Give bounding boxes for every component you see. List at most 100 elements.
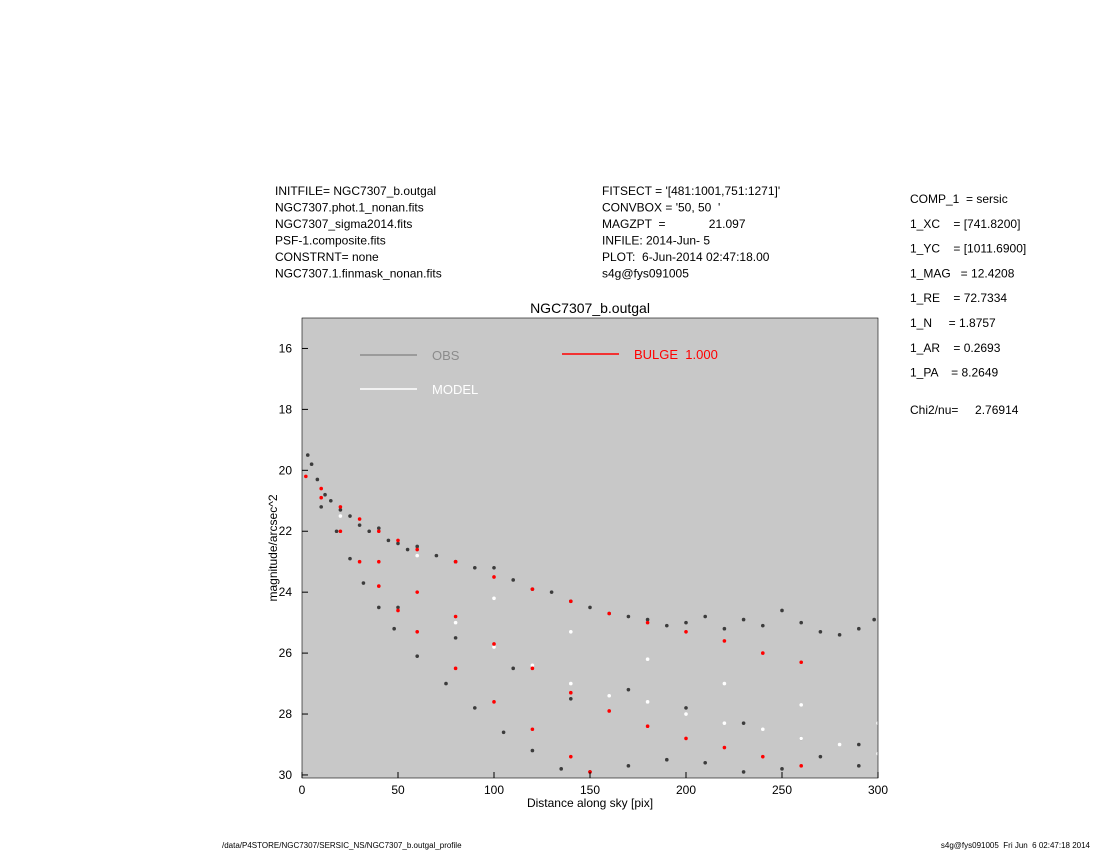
scatter-point <box>473 706 477 710</box>
scatter-point <box>357 517 362 521</box>
scatter-point <box>645 657 650 661</box>
scatter-point <box>607 693 611 698</box>
scatter-point <box>722 721 727 725</box>
scatter-point <box>722 639 727 643</box>
scatter-point <box>492 645 496 649</box>
scatter-point <box>665 757 669 762</box>
scatter-point <box>761 623 765 628</box>
scatter-point <box>559 767 563 771</box>
scatter-point <box>722 745 727 750</box>
scatter-point <box>357 559 362 564</box>
scatter-point <box>722 626 727 631</box>
scatter-point <box>357 523 362 527</box>
scatter-point <box>607 709 611 713</box>
chi2: Chi2/nu= 2.76914 <box>910 403 1019 417</box>
scatter-point <box>569 629 573 634</box>
scatter-point <box>396 541 400 546</box>
scatter-point <box>492 575 496 579</box>
scatter-point <box>396 608 400 613</box>
scatter-point <box>511 666 515 671</box>
scatter-point <box>665 623 669 628</box>
scatter-point <box>741 770 746 774</box>
scatter-point <box>453 559 458 564</box>
scatter-point <box>569 754 573 759</box>
scatter-point <box>857 626 861 631</box>
scatter-point <box>319 486 324 491</box>
scatter-point <box>818 629 823 634</box>
x-tick-label: 0 <box>299 783 306 797</box>
scatter-point <box>415 547 420 552</box>
header-middle-line: INFILE: 2014-Jun- 5 <box>602 234 710 248</box>
scatter-point <box>837 633 842 637</box>
scatter-point <box>645 700 650 704</box>
scatter-point <box>377 584 381 588</box>
y-tick-label: 18 <box>279 402 293 416</box>
scatter-point <box>569 690 573 695</box>
y-axis-label: magnitude/arcsec^2 <box>266 494 280 601</box>
scatter-point <box>741 721 746 725</box>
scatter-point <box>857 742 861 747</box>
scatter-point <box>348 514 352 518</box>
y-tick-label: 24 <box>279 585 293 599</box>
scatter-point <box>444 681 448 686</box>
legend-label: MODEL <box>432 382 478 397</box>
x-tick-label: 250 <box>772 783 792 797</box>
scatter-point <box>780 767 784 771</box>
scatter-point <box>319 495 324 500</box>
scatter-point <box>530 727 535 732</box>
header-middle-line: MAGZPT = 21.097 <box>602 217 746 231</box>
scatter-point <box>453 614 458 619</box>
scatter-point <box>626 687 631 692</box>
scatter-point <box>492 700 496 704</box>
scatter-point <box>367 529 372 534</box>
scatter-point <box>549 590 554 594</box>
scatter-point <box>338 505 343 509</box>
y-tick-label: 16 <box>279 341 293 355</box>
scatter-point <box>492 596 496 601</box>
x-axis-label: Distance along sky [pix] <box>527 796 653 810</box>
footer-path: /data/P4STORE/NGC7307/SERSIC_NS/NGC7307_… <box>222 841 462 850</box>
scatter-point <box>511 578 515 582</box>
component-param: 1_AR = 0.2693 <box>910 341 1001 355</box>
scatter-point <box>309 462 314 467</box>
header-middle-line: CONVBOX = '50, 50 ' <box>602 201 720 215</box>
scatter-point <box>818 754 823 759</box>
header-left-line: CONSTRNT= none <box>275 250 379 264</box>
scatter-point <box>386 538 391 543</box>
scatter-point <box>684 712 688 716</box>
scatter-point <box>377 559 381 564</box>
scatter-point <box>684 620 688 625</box>
scatter-point <box>361 581 366 585</box>
scatter-point <box>799 764 803 768</box>
scatter-point <box>434 553 439 558</box>
scatter-point <box>799 736 803 741</box>
scatter-point <box>338 529 343 534</box>
scatter-point <box>304 474 308 479</box>
header-middle-line: PLOT: 6-Jun-2014 02:47:18.00 <box>602 250 770 264</box>
scatter-point <box>761 651 765 655</box>
x-tick-label: 300 <box>868 783 888 797</box>
x-tick-label: 150 <box>580 783 600 797</box>
y-tick-label: 30 <box>279 768 293 782</box>
scatter-point <box>857 764 861 768</box>
scatter-point <box>703 614 707 619</box>
scatter-point <box>626 764 631 768</box>
y-tick-label: 22 <box>279 524 293 538</box>
scatter-point <box>453 666 458 671</box>
component-param: 1_YC = [1011.6900] <box>910 242 1026 256</box>
x-tick-label: 50 <box>391 783 405 797</box>
scatter-point <box>319 505 324 509</box>
scatter-point <box>453 620 458 625</box>
x-tick-label: 100 <box>484 783 504 797</box>
x-tick-label: 200 <box>676 783 696 797</box>
scatter-point <box>415 629 420 634</box>
scatter-point <box>569 599 573 604</box>
scatter-point <box>473 566 477 570</box>
scatter-point <box>329 498 333 503</box>
scatter-point <box>799 660 803 665</box>
scatter-point <box>569 696 573 701</box>
scatter-point <box>334 529 339 534</box>
header-middle-line: FITSECT = '[481:1001,751:1271]' <box>602 184 780 198</box>
